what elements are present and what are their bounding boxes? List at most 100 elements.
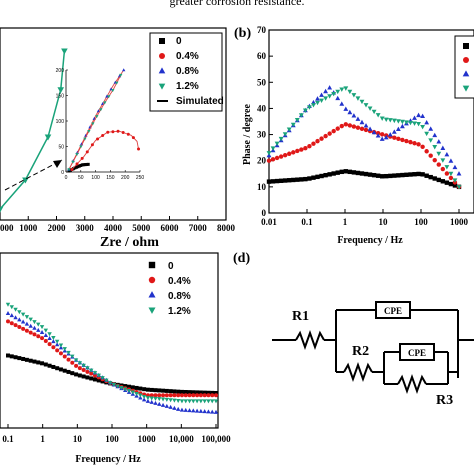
panel-c-point-0-8 xyxy=(28,323,33,328)
panel-b-point-0-8 xyxy=(383,134,389,140)
panel-c-point-0-8 xyxy=(157,401,162,406)
panel-b-point-1-2 xyxy=(436,151,442,157)
panel-c-point-0-4 xyxy=(74,363,79,368)
panel-b-point-0-8 xyxy=(323,88,329,94)
panel-c-point-0-8 xyxy=(191,408,196,413)
inset-arrow-head xyxy=(53,160,62,168)
panel-c-point-0-4 xyxy=(168,393,173,398)
panel-b-point-0-4 xyxy=(278,154,284,159)
panel-b-point-1-2 xyxy=(375,113,381,118)
panel-c-x-tick-label: 10,000 xyxy=(169,434,194,444)
inset-x-tick-label: 250 xyxy=(136,175,145,181)
panel-b-x-tick-label: 1 xyxy=(343,217,348,227)
panel-b-point-0 xyxy=(323,172,328,178)
panel-c-point-0 xyxy=(47,363,52,368)
panel-c-point-1-2 xyxy=(92,371,98,376)
panel-c-point-0-4 xyxy=(77,366,82,371)
panel-c-point-1-2 xyxy=(194,399,200,404)
panel-b-point-1-2 xyxy=(351,93,357,98)
inset-series-1-2-point xyxy=(79,145,83,149)
panel-c-point-0-4 xyxy=(81,367,86,372)
panel-c-point-0-4 xyxy=(198,393,203,398)
panel-c-point-1-2 xyxy=(39,325,45,330)
panel-b-point-0-4 xyxy=(404,138,409,144)
panel-b-point-0 xyxy=(274,178,280,184)
panel-c-point-0-8 xyxy=(153,400,158,405)
panel-c-x-tick-label: 100 xyxy=(105,434,119,444)
panel-b-point-0 xyxy=(416,171,421,177)
panel-b-point-0 xyxy=(363,171,369,177)
panel-c-point-0-4 xyxy=(183,393,188,398)
panel-c-point-0-8 xyxy=(213,409,219,414)
panel-a-legend-marker xyxy=(159,38,165,44)
panel-b-point-0 xyxy=(266,179,272,184)
panel-b-point-0 xyxy=(388,173,393,179)
inset-series-0-4-point xyxy=(75,162,79,166)
panel-b-point-1-2 xyxy=(319,98,324,104)
panel-b-point-0 xyxy=(339,169,344,175)
panel-b-point-0-8 xyxy=(416,112,421,118)
panel-b-point-0-8 xyxy=(456,171,462,176)
panel-b-point-0 xyxy=(440,179,446,184)
inset-series-0-4-point xyxy=(111,130,115,134)
panel-b-point-0 xyxy=(400,172,405,178)
panel-c-point-0 xyxy=(138,386,143,391)
panel-b-point-0-4 xyxy=(355,125,361,130)
panel-c-point-0-4 xyxy=(58,351,63,356)
panel-b-point-0 xyxy=(303,176,308,182)
panel-c-point-1-2 xyxy=(85,366,90,371)
panel-b-point-0 xyxy=(287,178,292,183)
panel-b-point-0 xyxy=(270,179,276,184)
panel-c-point-0-8 xyxy=(36,327,41,332)
panel-c-xlabel: Frequency / Hz xyxy=(75,454,141,465)
panel-b-point-0-8 xyxy=(448,158,454,163)
panel-b-point-0-4 xyxy=(323,133,328,139)
panel-b-point-0 xyxy=(396,173,401,178)
panel-b-point-0-4 xyxy=(379,132,385,137)
panel-c-point-0 xyxy=(187,390,192,395)
panel-c-point-0 xyxy=(21,356,26,361)
panel-b-point-1-2 xyxy=(391,118,397,124)
panel-c-point-0 xyxy=(58,367,63,372)
panel-c-point-1-2 xyxy=(210,399,215,404)
panel-b-point-1-2 xyxy=(270,146,276,151)
r3-resistor xyxy=(397,374,427,394)
panel-b-point-1-2 xyxy=(379,116,385,121)
panel-b-point-0 xyxy=(428,174,433,180)
panel-c-point-0 xyxy=(179,389,184,394)
panel-b-x-tick-label: 0.1 xyxy=(301,217,313,227)
panel-c-point-1-2 xyxy=(36,322,41,327)
panel-c-point-0-4 xyxy=(195,393,200,398)
panel-b-point-0-8 xyxy=(315,96,320,101)
inset-series-1-2-point xyxy=(115,81,119,85)
panel-c-point-0-4 xyxy=(40,336,45,341)
inset-x-tick-label: 0 xyxy=(65,175,68,181)
panel-c-point-0-4 xyxy=(9,321,14,326)
panel-b-point-0-8 xyxy=(436,139,442,144)
inset-series-1-2-point xyxy=(91,122,95,126)
panel-c-point-1-2 xyxy=(54,339,60,344)
panel-a-point-1-2 xyxy=(44,134,52,141)
panel-c-point-0 xyxy=(17,356,22,361)
panel-b-point-1-2 xyxy=(456,185,462,190)
panel-c-point-0-4 xyxy=(85,369,90,374)
panel-b-point-1-2 xyxy=(404,120,409,125)
panel-b-point-1-2 xyxy=(420,125,426,130)
inset-series-0-4-point xyxy=(80,156,84,160)
panel-b-point-0-4 xyxy=(440,166,446,172)
panel-c-point-0 xyxy=(161,388,166,393)
panel-c-point-0 xyxy=(214,391,218,395)
panel-c-point-0 xyxy=(191,390,196,395)
panel-c-point-0 xyxy=(176,389,181,394)
panel-b-y-tick-label: 50 xyxy=(257,77,267,87)
panel-c-point-1-2 xyxy=(119,386,124,391)
panel-a-legend-label: 0.8% xyxy=(176,66,199,77)
panel-c-point-0-4 xyxy=(187,393,192,398)
panel-c-point-0-4 xyxy=(172,393,177,398)
panel-b-x-tick-label: 0.01 xyxy=(261,217,277,227)
panel-b-point-0 xyxy=(408,172,413,177)
panel-b-point-0-4 xyxy=(303,145,308,151)
inset-series-1-2-point xyxy=(67,168,71,172)
panel-b-point-0-8 xyxy=(379,136,385,141)
panel-b-x-ticks: 0.01 0.1 1 10 100 1000 xyxy=(261,209,469,227)
